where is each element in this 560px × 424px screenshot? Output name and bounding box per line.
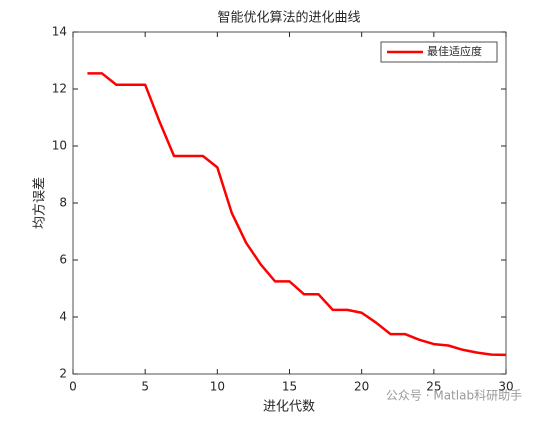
x-tick-label: 20 [354,380,369,394]
y-tick-label: 6 [59,253,67,267]
y-tick-label: 2 [59,367,67,381]
y-tick-label: 14 [52,25,67,39]
x-tick-label: 0 [69,380,77,394]
x-tick-label: 15 [282,380,297,394]
x-tick-label: 25 [426,380,441,394]
y-tick-label: 12 [52,82,67,96]
watermark: 公众号 · Matlab科研助手 [386,389,522,403]
x-tick-label: 30 [498,380,513,394]
plot-area [72,31,507,375]
y-tick-label: 4 [59,310,67,324]
y-tick-label: 8 [59,196,67,210]
chart-title: 智能优化算法的进化曲线 [217,10,360,26]
x-tick-label: 5 [141,380,149,394]
legend-box [380,41,498,63]
legend-label: 最佳适应度 [427,44,482,58]
x-axis-label: 进化代数 [263,400,315,415]
y-tick-label: 10 [52,139,67,153]
data-line [87,72,507,357]
y-axis-label: 均方误差 [32,177,48,229]
x-tick-label: 10 [210,380,225,394]
